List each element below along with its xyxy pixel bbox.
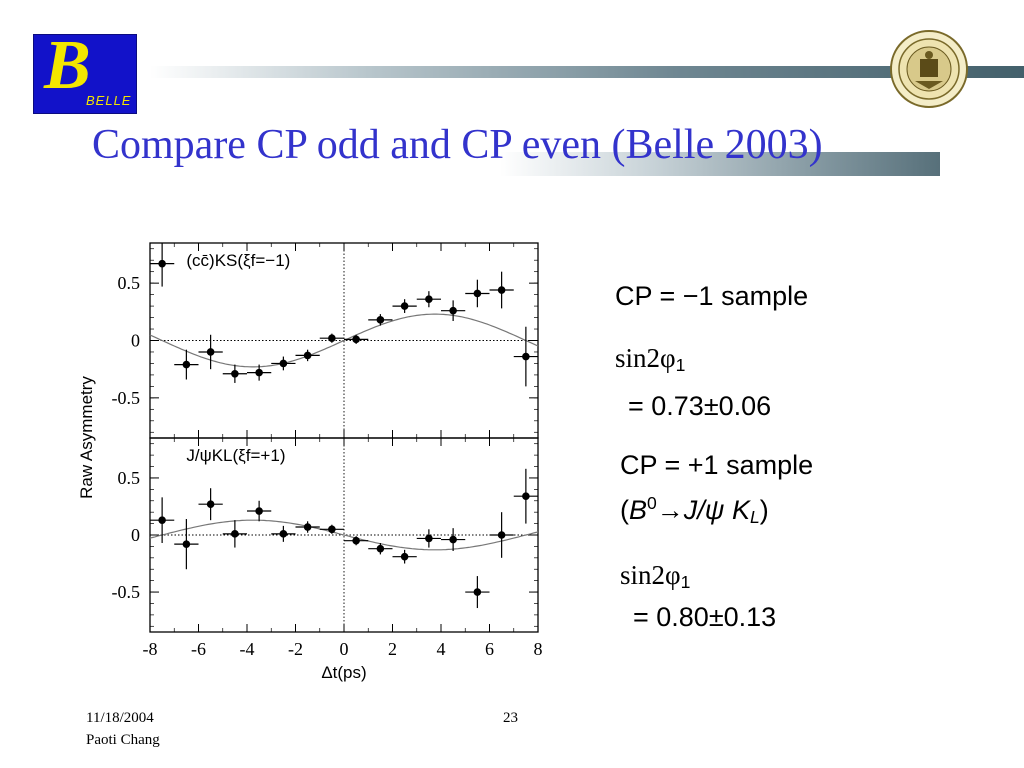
- footer-author: Paoti Chang: [86, 732, 160, 748]
- panel-2-ytick-label: 0.5: [118, 468, 141, 488]
- panel-2-data-point: [473, 588, 482, 596]
- cp-even-paren-close: ): [759, 495, 769, 525]
- cp-even-b: B: [629, 495, 648, 525]
- panel-1-ytick-label: 0: [131, 331, 140, 351]
- belle-logo: B BELLE: [33, 27, 137, 114]
- cp-even-sin2phi: sin2φ1: [620, 560, 690, 593]
- panel-1-data-point: [352, 335, 360, 344]
- panel-1-data-point: [158, 259, 166, 268]
- cp-even-label: CP = +1 sample: [620, 450, 814, 480]
- panel-1-data-point: [182, 360, 191, 369]
- panel-2-data-point: [328, 525, 336, 534]
- panel-2-data-point: [352, 536, 360, 545]
- cp-even-k-sub-text: L: [749, 507, 760, 527]
- panel-2-data-point: [522, 492, 530, 501]
- raw-asymmetry-chart: 0.5 0 -0.5 (cc̄)KS(ξf=−1) 0.5 0 -0.5 J/ψKL(ξf=+…: [77, 242, 543, 682]
- panel-2-data-point: [182, 540, 191, 548]
- panel-1-data-point: [522, 352, 530, 361]
- panel-1-data-point: [449, 306, 457, 315]
- xtick-label: 8: [534, 639, 543, 659]
- panel-1-data-point: [497, 286, 506, 294]
- xtick-label: -4: [240, 639, 255, 659]
- university-seal-icon: [890, 30, 968, 108]
- panel-1-data-point: [376, 316, 385, 324]
- cp-even-sin-text: sin2φ: [620, 560, 681, 590]
- slide-title: Compare CP odd and CP even (Belle 2003): [92, 122, 823, 168]
- cp-odd-sin-sub: 1: [675, 355, 686, 375]
- cp-even-b-sup: 0: [647, 493, 657, 513]
- panel-1-data-point: [206, 348, 215, 356]
- xtick-label: 4: [437, 639, 446, 659]
- cp-odd-label: CP = −1 sample: [615, 281, 809, 311]
- cp-even-arrow: →: [656, 495, 684, 525]
- belle-logo-letter: B: [44, 27, 91, 104]
- cp-even-k-sub: L: [750, 507, 760, 527]
- panel-1-data-point: [400, 302, 409, 310]
- cp-odd-value: = 0.73±0.06: [628, 391, 772, 421]
- cp-even-paren-open: (: [620, 495, 629, 525]
- panel-2-data-point: [400, 552, 409, 561]
- panel-2-data-point: [255, 507, 263, 515]
- cp-even-k: K: [731, 495, 750, 525]
- xtick-label: -8: [143, 639, 158, 659]
- header-gradient-bar: [150, 66, 1024, 78]
- cp-even-mode: (B0→J/ψ KL): [620, 493, 769, 528]
- belle-logo-text: BELLE: [86, 93, 132, 108]
- panel-2-ytick-label: 0: [131, 525, 140, 545]
- panel-2-data-point: [279, 530, 288, 538]
- panel-2-fit-curve: [149, 519, 539, 551]
- panel-2-ytick-label: -0.5: [112, 582, 141, 602]
- panel-1-ytick-label: 0.5: [118, 273, 141, 293]
- panel-1-legend: (cc̄)KS(ξf=−1): [186, 251, 290, 270]
- panel-2-data-point: [158, 516, 166, 524]
- xtick-label: 0: [340, 639, 349, 659]
- cp-even-sin-sub: 1: [680, 572, 691, 592]
- cp-even-jpsi: J/ψ: [683, 495, 732, 525]
- panel-2-legend: J/ψKL(ξf=+1): [186, 446, 285, 465]
- panel-2-data-point: [376, 544, 385, 553]
- panel-1-fit-curve: [149, 313, 539, 368]
- xtick-label: -2: [288, 639, 303, 659]
- xtick-label: -6: [191, 639, 206, 659]
- title-underline-bar: [500, 152, 940, 176]
- panel-1-data-point: [279, 359, 288, 368]
- panel-2-data-point: [303, 523, 312, 531]
- xtick-label: 2: [388, 639, 397, 659]
- panel-2-data-point: [425, 534, 433, 543]
- panel-1-data-point: [255, 368, 263, 377]
- panel-1-data-point: [328, 334, 336, 343]
- panel-1-data-point: [303, 351, 312, 360]
- panel-2-data-point: [449, 535, 457, 544]
- panel-1-ytick-label: -0.5: [112, 388, 141, 408]
- footer-date: 11/18/2004: [86, 710, 154, 726]
- cp-odd-sin-text: sin2φ: [615, 343, 676, 373]
- panel-1-data-point: [425, 295, 433, 304]
- page-number: 23: [503, 710, 518, 726]
- panel-2-data-point: [231, 530, 239, 538]
- cp-even-value: = 0.80±0.13: [633, 602, 777, 632]
- x-axis-title: Δt(ps): [321, 663, 366, 682]
- cp-odd-sin2phi: sin2φ1: [615, 343, 685, 376]
- panel-1-data-point: [473, 289, 482, 298]
- xtick-label: 6: [485, 639, 494, 659]
- panel-2-data-point: [206, 500, 215, 508]
- y-axis-title: Raw Asymmetry: [77, 376, 96, 499]
- panel-1-data-point: [231, 369, 239, 378]
- panel-2-data-point: [497, 531, 506, 539]
